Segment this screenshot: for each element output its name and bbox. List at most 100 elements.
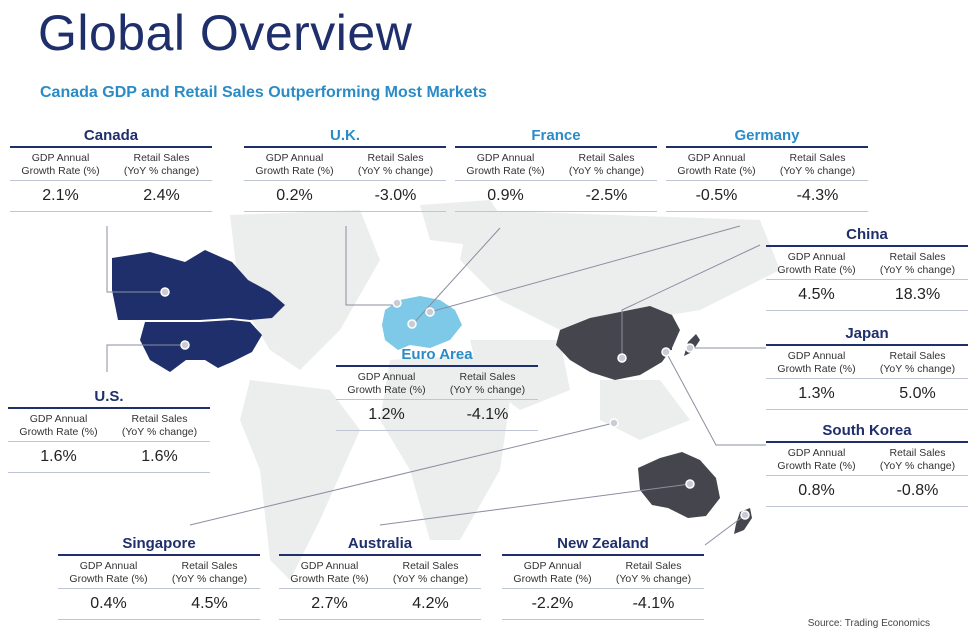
japan-card: Japan GDP Annual Growth Rate (%) Retail S… (766, 324, 968, 410)
column-headers: GDP Annual Growth Rate (%) Retail Sales (Y… (502, 556, 704, 588)
us-shape (140, 320, 262, 372)
page-title: Global Overview (38, 5, 413, 61)
country-name: New Zealand (557, 535, 649, 552)
retail-value: 5.0% (899, 385, 936, 402)
south-korea-card: South Korea GDP Annual Growth Rate (%) Re… (766, 421, 968, 507)
column-headers: GDP Annual Growth Rate (%) Retail Sales (Y… (279, 556, 481, 588)
country-name: Australia (347, 535, 413, 552)
column-headers: GDP Annual Growth Rate (%) Retail Sales (Y… (10, 148, 212, 180)
gdp-value: 0.8% (798, 482, 835, 499)
retail-header: Retail Sales (YoY % change) (357, 152, 434, 177)
retail-header: Retail Sales (YoY % change) (779, 152, 856, 177)
values-row: 0.4% 4.5% (58, 588, 260, 620)
retail-value: 2.4% (143, 187, 180, 204)
retail-value: 4.5% (191, 595, 228, 612)
retail-header: Retail Sales (YoY % change) (449, 371, 526, 396)
values-row: 4.5% 18.3% (766, 279, 968, 311)
gdp-value: 2.1% (42, 187, 79, 204)
china-connector (621, 244, 761, 358)
germany-card: Germany GDP Annual Growth Rate (%) Retail… (666, 126, 868, 212)
retail-value: 1.6% (141, 448, 178, 465)
germany-connector (429, 225, 741, 313)
column-headers: GDP Annual Growth Rate (%) Retail Sales (Y… (336, 367, 538, 399)
gdp-value: -2.2% (531, 595, 574, 612)
column-headers: GDP Annual Growth Rate (%) Retail Sales (Y… (244, 148, 446, 180)
middle-east-shape (470, 340, 570, 410)
column-headers: GDP Annual Growth Rate (%) Retail Sales (Y… (455, 148, 657, 180)
country-name: Japan (845, 325, 889, 342)
us-connector (106, 344, 185, 372)
retail-header: Retail Sales (YoY % change) (392, 560, 469, 585)
values-row: 1.6% 1.6% (8, 441, 210, 473)
retail-value: 4.2% (412, 595, 449, 612)
china-marker (617, 353, 627, 363)
divider (10, 146, 212, 148)
africa-shape (380, 355, 510, 540)
gdp-value: 4.5% (798, 286, 835, 303)
gdp-value: -0.5% (695, 187, 738, 204)
country-name: U.K. (330, 127, 360, 144)
divider (455, 146, 657, 148)
divider (766, 441, 968, 443)
divider (58, 554, 260, 556)
divider (8, 407, 210, 409)
retail-header: Retail Sales (YoY % change) (123, 152, 200, 177)
divider (279, 554, 481, 556)
se-asia-shape (600, 380, 690, 440)
country-name: Germany (734, 127, 800, 144)
values-row: 0.2% -3.0% (244, 180, 446, 212)
country-name: Canada (83, 127, 139, 144)
column-headers: GDP Annual Growth Rate (%) Retail Sales (Y… (8, 409, 210, 441)
retail-header: Retail Sales (YoY % change) (121, 413, 198, 438)
china-card: China GDP Annual Growth Rate (%) Retail S… (766, 225, 968, 311)
country-name: France (531, 127, 581, 144)
gdp-value: 1.6% (40, 448, 77, 465)
new-zealand-marker (740, 510, 750, 520)
gdp-header: GDP Annual Growth Rate (%) (466, 152, 545, 177)
retail-value: 18.3% (894, 286, 941, 303)
uk-connector (345, 226, 397, 306)
canada-card: Canada GDP Annual Growth Rate (%) Retail … (10, 126, 212, 212)
south-korea-connector (665, 351, 766, 446)
values-row: 1.2% -4.1% (336, 399, 538, 431)
singapore-connector (189, 422, 615, 526)
gdp-header: GDP Annual Growth Rate (%) (290, 560, 369, 585)
page-subtitle: Canada GDP and Retail Sales Outperformin… (40, 84, 487, 101)
values-row: 2.1% 2.4% (10, 180, 212, 212)
column-headers: GDP Annual Growth Rate (%) Retail Sales (Y… (58, 556, 260, 588)
country-name: Euro Area (401, 346, 473, 363)
retail-header: Retail Sales (YoY % change) (879, 447, 956, 472)
retail-header: Retail Sales (YoY % change) (171, 560, 248, 585)
euro-area-card: Euro Area GDP Annual Growth Rate (%) Reta… (336, 345, 538, 431)
gdp-value: 1.3% (798, 385, 835, 402)
gdp-header: GDP Annual Growth Rate (%) (19, 413, 98, 438)
country-name: Singapore (122, 535, 196, 552)
retail-value: -2.5% (585, 187, 628, 204)
south-korea-marker (661, 347, 671, 357)
values-row: 0.8% -0.8% (766, 475, 968, 507)
eurasia-background-shape (460, 210, 780, 330)
column-headers: GDP Annual Growth Rate (%) Retail Sales (Y… (766, 247, 968, 279)
us-marker (180, 340, 190, 350)
canada-shape (112, 250, 285, 320)
france-card: France GDP Annual Growth Rate (%) Retail … (455, 126, 657, 212)
values-row: -2.2% -4.1% (502, 588, 704, 620)
source-note: Source: Trading Economics (807, 618, 930, 629)
retail-value: -3.0% (374, 187, 417, 204)
divider (502, 554, 704, 556)
singapore-marker (609, 418, 619, 428)
values-row: 0.9% -2.5% (455, 180, 657, 212)
gdp-value: 0.2% (276, 187, 313, 204)
retail-header: Retail Sales (YoY % change) (615, 560, 692, 585)
retail-value: -4.3% (796, 187, 839, 204)
new-zealand-connector (704, 514, 746, 546)
germany-marker (425, 307, 435, 317)
canada-marker (160, 287, 170, 297)
retail-value: -4.1% (632, 595, 675, 612)
south-america-shape (240, 380, 360, 580)
americas-background-shape (230, 210, 380, 370)
retail-value: -4.1% (466, 406, 509, 423)
singapore-card: Singapore GDP Annual Growth Rate (%) Reta… (58, 534, 260, 620)
gdp-value: 2.7% (311, 595, 348, 612)
japan-marker (685, 343, 695, 353)
